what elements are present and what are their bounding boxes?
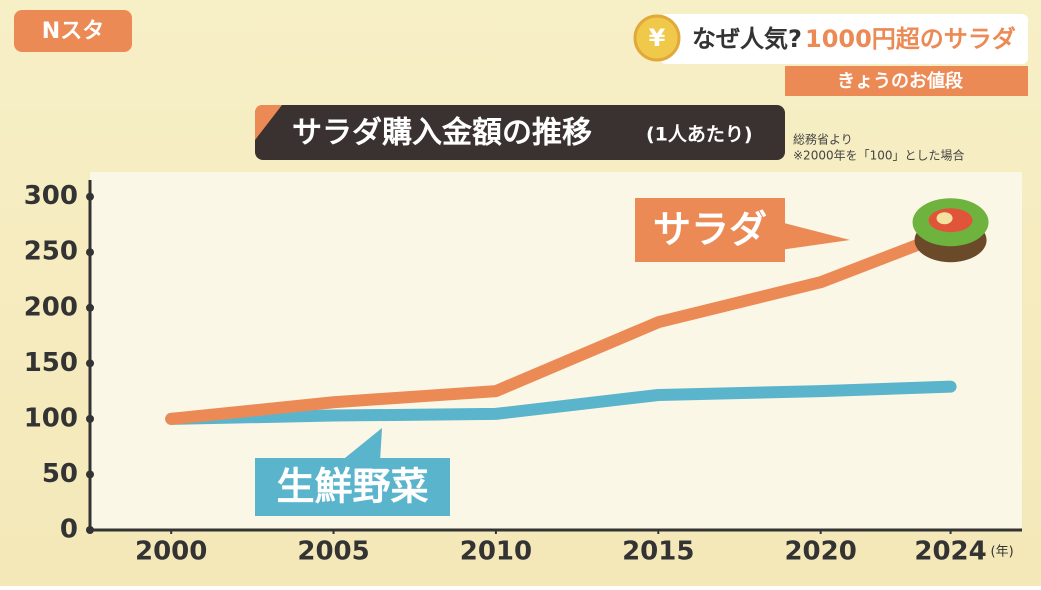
y-tick [86,359,94,368]
title-accent [255,105,282,140]
headline-box [660,14,1028,64]
y-tick-label: 50 [42,459,78,489]
series-label-tail [340,428,382,462]
x-tick-label: 2000 [135,537,207,567]
chart-subtitle: (1人あたり) [646,124,753,146]
y-tick [86,192,94,201]
yen-symbol: ¥ [649,24,666,52]
headline-question: なぜ人気? [692,25,802,53]
logo: Nスタ [42,19,104,44]
note: ※2000年を「100」とした場合 [793,148,965,163]
y-tick-label: 0 [60,515,78,545]
plot-area [90,172,1022,530]
corner-box [785,66,1028,96]
x-tick-label: 2010 [460,537,532,567]
source: 総務省より [793,133,853,147]
x-tick-label: 2015 [622,537,694,567]
x-tick-label: 2005 [297,537,369,567]
series-label: サラダ [653,208,767,252]
headline: 1000円超のサラダ [805,25,1016,53]
series-label: 生鮮野菜 [276,465,428,509]
series-line [165,226,957,425]
salad-egg [936,212,953,225]
series-label-box [635,198,785,262]
y-tick [86,470,94,479]
x-tick-label: 2024 [914,537,986,567]
y-tick-label: 300 [24,181,78,211]
y-tick-label: 100 [24,403,78,433]
title-box [255,105,785,160]
chart-title: サラダ購入金額の推移 [292,116,592,151]
x-unit: (年) [991,545,1014,560]
y-tick [86,248,94,257]
series-label-tail [780,222,850,250]
corner-label: きょうのお値段 [837,70,964,92]
y-tick-label: 150 [24,348,78,378]
y-tick-label: 200 [24,292,78,322]
logo-box [14,10,132,52]
x-tick-label: 2020 [784,537,856,567]
series-label-box [255,458,450,516]
y-tick [86,526,94,534]
y-tick-label: 250 [24,237,78,267]
yen-badge [633,14,681,62]
series-line [165,380,957,425]
y-tick [86,303,94,312]
y-tick [86,414,94,423]
